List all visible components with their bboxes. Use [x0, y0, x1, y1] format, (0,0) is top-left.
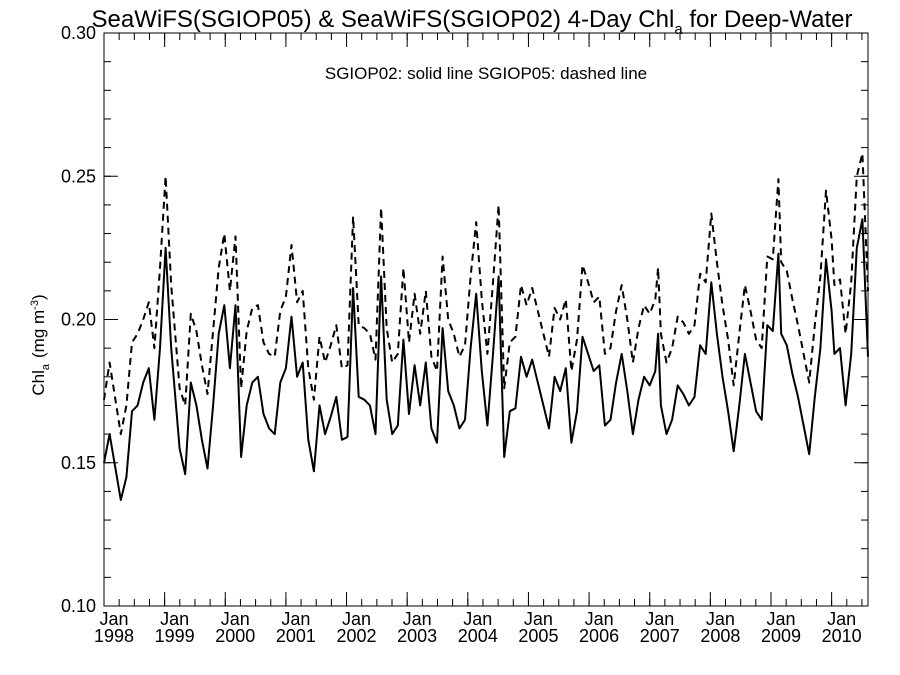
plot-frame	[103, 32, 869, 607]
x-tick-month-label: Jan	[524, 609, 553, 629]
x-tick-month-label: Jan	[281, 609, 310, 629]
x-tick-month-label: Jan	[766, 609, 795, 629]
x-tick-month-label: Jan	[463, 609, 492, 629]
x-tick-year-label: 2002	[337, 626, 377, 646]
x-tick-month-label: Jan	[645, 609, 674, 629]
chart-title: SeaWiFS(SGIOP05) & SeaWiFS(SGIOP02) 4-Da…	[92, 6, 853, 38]
y-tick-label: 0.10	[61, 596, 96, 616]
x-tick-year-label: 2000	[215, 626, 255, 646]
series-lines	[103, 152, 869, 501]
axis-ticks: 0.100.150.200.250.30Jan1998Jan1999Jan200…	[61, 23, 868, 646]
legend-text: SGIOP02: solid line SGIOP05: dashed line	[325, 64, 647, 83]
x-tick-year-label: 2005	[518, 626, 558, 646]
x-tick-month-label: Jan	[99, 609, 128, 629]
x-tick-month-label: Jan	[585, 609, 614, 629]
x-tick-month-label: Jan	[827, 609, 856, 629]
x-tick-month-label: Jan	[706, 609, 735, 629]
x-tick-year-label: 2006	[579, 626, 619, 646]
x-tick-month-label: Jan	[342, 609, 371, 629]
x-tick-year-label: 2009	[761, 626, 801, 646]
y-tick-label: 0.25	[61, 166, 96, 186]
x-tick-month-label: Jan	[160, 609, 189, 629]
x-tick-year-label: 1999	[155, 626, 195, 646]
y-tick-label: 0.20	[61, 310, 96, 330]
x-tick-year-label: 2004	[458, 626, 498, 646]
y-axis-label: Chla(mg m-3)	[29, 294, 52, 395]
y-tick-label: 0.15	[61, 453, 96, 473]
x-tick-month-label: Jan	[221, 609, 250, 629]
series-solid-line	[103, 218, 869, 501]
x-tick-year-label: 2010	[822, 626, 862, 646]
series-dashed-line	[103, 152, 869, 436]
x-tick-year-label: 1998	[94, 626, 134, 646]
x-tick-month-label: Jan	[403, 609, 432, 629]
x-tick-year-label: 2001	[276, 626, 316, 646]
x-tick-year-label: 2003	[397, 626, 437, 646]
y-tick-label: 0.30	[61, 23, 96, 43]
x-tick-year-label: 2007	[640, 626, 680, 646]
x-tick-year-label: 2008	[700, 626, 740, 646]
